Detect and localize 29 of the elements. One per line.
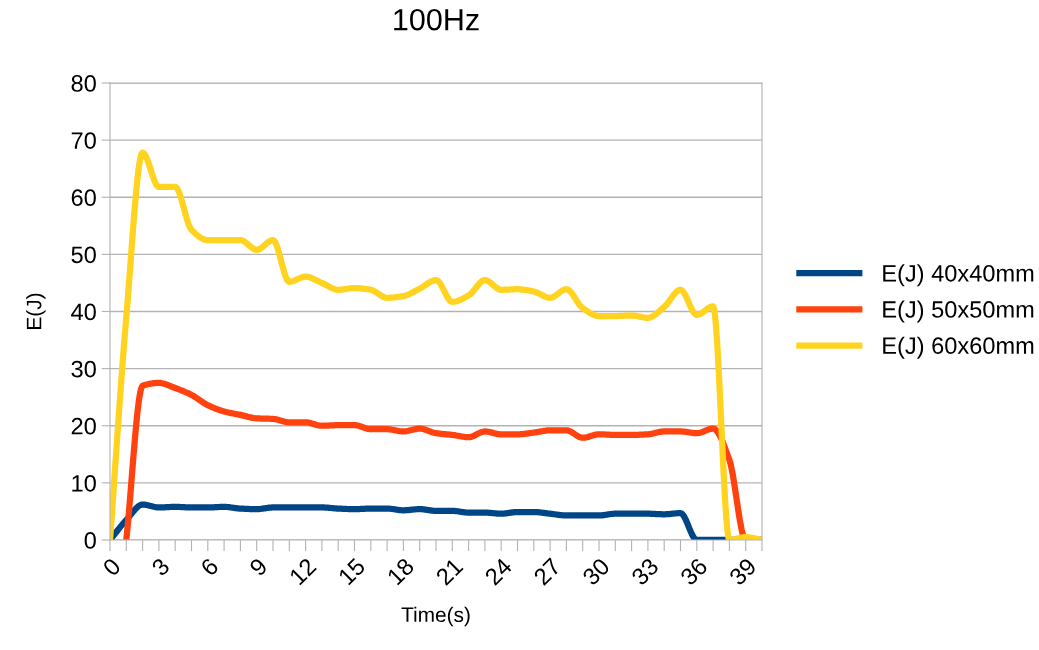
x-tick-label: 36 [679,557,709,587]
x-axis-title: Time(s) [401,606,470,627]
y-axis-title: E(J) [26,293,46,329]
x-tick-label: 0 [101,557,122,577]
legend-label: E(J) 40x40mm [883,264,1034,287]
y-tick-label: 80 [71,75,96,92]
y-tick-label: 70 [71,132,96,149]
y-tick-label: 60 [71,189,96,207]
x-tick-label: 12 [288,557,317,586]
chart-title: 100Hz [394,8,479,31]
x-tick-label: 15 [337,557,367,586]
y-tick-label: 30 [71,360,96,378]
y-tick-label: 40 [71,303,96,321]
x-tick-label: 27 [532,557,562,586]
x-tick-label: 33 [630,557,660,587]
x-tick-label: 9 [248,557,269,577]
x-tick-label: 39 [728,557,758,587]
y-tick-label: 0 [84,532,96,549]
x-tick-label: 6 [199,557,220,577]
x-tick-label: 3 [150,557,171,577]
y-tick-label: 20 [71,417,96,435]
x-tick-label: 21 [435,557,464,586]
x-tick-label: 18 [386,557,415,586]
x-tick-label: 24 [483,556,513,586]
x-tick-label: 30 [581,557,611,587]
y-tick-label: 50 [71,246,96,264]
y-tick-label: 10 [72,474,96,492]
legend-label: E(J) 60x60mm [883,336,1034,359]
legend-label: E(J) 50x50mm [883,300,1034,323]
